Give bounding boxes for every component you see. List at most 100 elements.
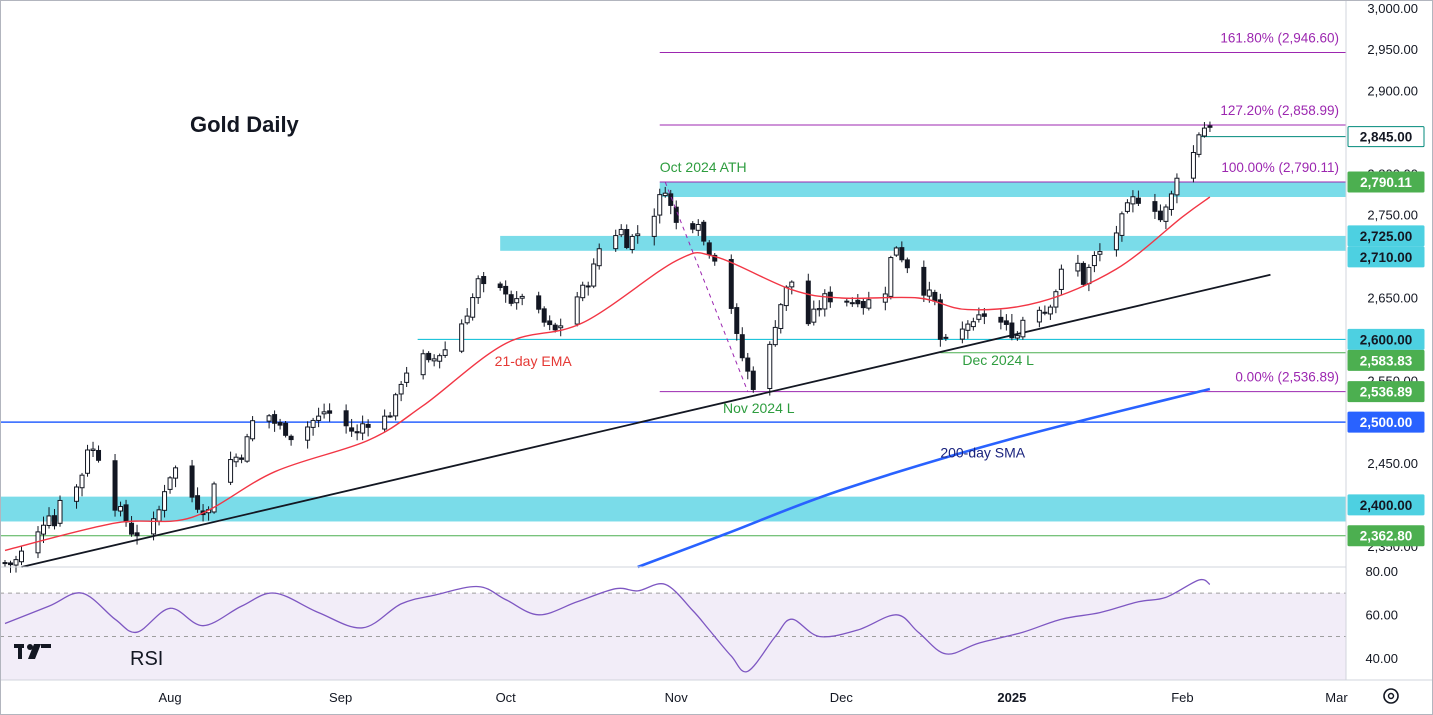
candle-up [657, 194, 663, 216]
candlestick [591, 258, 597, 289]
candlestick [316, 407, 322, 428]
candle-up [1014, 335, 1020, 339]
candlestick [1058, 264, 1064, 295]
candlestick [1075, 254, 1081, 277]
candle-up [893, 247, 899, 256]
candle-down [1135, 197, 1141, 204]
candlestick [1201, 122, 1207, 138]
candle-up [1075, 262, 1081, 272]
candle-up [635, 233, 641, 237]
candlestick [1168, 190, 1174, 216]
support-resistance-zone [0, 496, 1346, 522]
price-badge-bg [1347, 525, 1425, 547]
price-badge[interactable]: 2,600.00 [1347, 328, 1425, 350]
candle-up [618, 228, 624, 236]
candle-down [123, 504, 129, 523]
candle-up [1053, 291, 1059, 308]
price-badge-label: 2,790.11 [1360, 175, 1412, 190]
candlestick [233, 453, 239, 468]
candlestick [981, 308, 987, 325]
candlestick [519, 293, 525, 306]
candlestick [365, 419, 371, 437]
candle-up [613, 235, 619, 250]
candle-down [728, 259, 734, 309]
candlestick [382, 409, 388, 432]
candlestick [277, 418, 283, 430]
candlestick [1124, 199, 1130, 214]
price-badge[interactable]: 2,710.00 [1347, 246, 1425, 268]
candle-down [134, 532, 140, 537]
candlestick [558, 318, 564, 337]
candlestick [52, 509, 58, 530]
price-badge[interactable]: 2,536.89 [1347, 381, 1425, 403]
candle-down [52, 515, 58, 527]
candlestick [635, 225, 641, 244]
candlestick [2, 560, 8, 567]
candle-up [591, 263, 597, 287]
rsi-line [4, 578, 1211, 673]
candlestick [404, 366, 410, 387]
candle-up [316, 415, 322, 421]
candlestick [481, 272, 487, 293]
candlestick [805, 273, 811, 326]
candlestick [844, 298, 850, 307]
candlestick [228, 451, 234, 486]
candle-up [767, 343, 773, 389]
candle-down [860, 301, 866, 309]
candlestick [393, 392, 399, 421]
candle-down [1009, 322, 1015, 339]
candlestick [151, 511, 157, 541]
candlestick [431, 354, 437, 367]
candlestick [508, 290, 514, 307]
candlestick [739, 327, 745, 362]
candle-up [431, 358, 437, 362]
candle-up [695, 223, 701, 231]
price-badge[interactable]: 2,362.80 [1347, 525, 1425, 547]
price-badge-label: 2,362.80 [1360, 529, 1413, 544]
candle-up [85, 449, 91, 474]
candle-down [552, 324, 558, 331]
price-badge-label: 2,536.89 [1360, 385, 1413, 400]
price-badge[interactable]: 2,583.83 [1347, 349, 1425, 371]
candlestick [437, 353, 443, 369]
x-tick-label: Nov [665, 690, 689, 705]
candlestick [943, 333, 949, 342]
candle-down [508, 294, 514, 304]
candlestick [998, 309, 1004, 330]
candle-up [866, 299, 872, 309]
candle-up [437, 355, 443, 362]
price-badge[interactable]: 2,845.00 [1347, 126, 1425, 148]
candlestick [96, 445, 102, 463]
price-badge[interactable]: 2,400.00 [1347, 494, 1425, 516]
candle-up [250, 420, 256, 440]
tradingview-logo-icon[interactable] [14, 644, 51, 659]
candlestick [1009, 313, 1015, 341]
candle-down [981, 313, 987, 317]
candle-up [74, 486, 80, 502]
candle-up [13, 559, 19, 566]
price-badge-label: 2,710.00 [1360, 250, 1413, 265]
candle-up [783, 286, 789, 307]
candle-down [426, 352, 432, 361]
candlestick [888, 255, 894, 300]
candle-up [662, 192, 668, 197]
price-badge[interactable]: 2,790.11 [1347, 171, 1425, 193]
candle-down [189, 465, 195, 498]
candlestick [1135, 190, 1141, 206]
candlestick [596, 243, 602, 270]
price-badge[interactable]: 2,725.00 [1347, 225, 1425, 247]
candle-up [1168, 193, 1174, 210]
candlestick [1174, 173, 1180, 204]
candle-up [173, 467, 179, 479]
price-badge[interactable]: 2,500.00 [1347, 411, 1425, 433]
candlestick [624, 224, 630, 250]
chart-settings-icon[interactable] [1383, 688, 1399, 704]
candle-down [195, 495, 201, 510]
candlestick [442, 341, 448, 358]
candle-down [899, 247, 905, 261]
candle-down [739, 334, 745, 359]
candlestick [585, 281, 591, 296]
candle-down [547, 320, 553, 326]
